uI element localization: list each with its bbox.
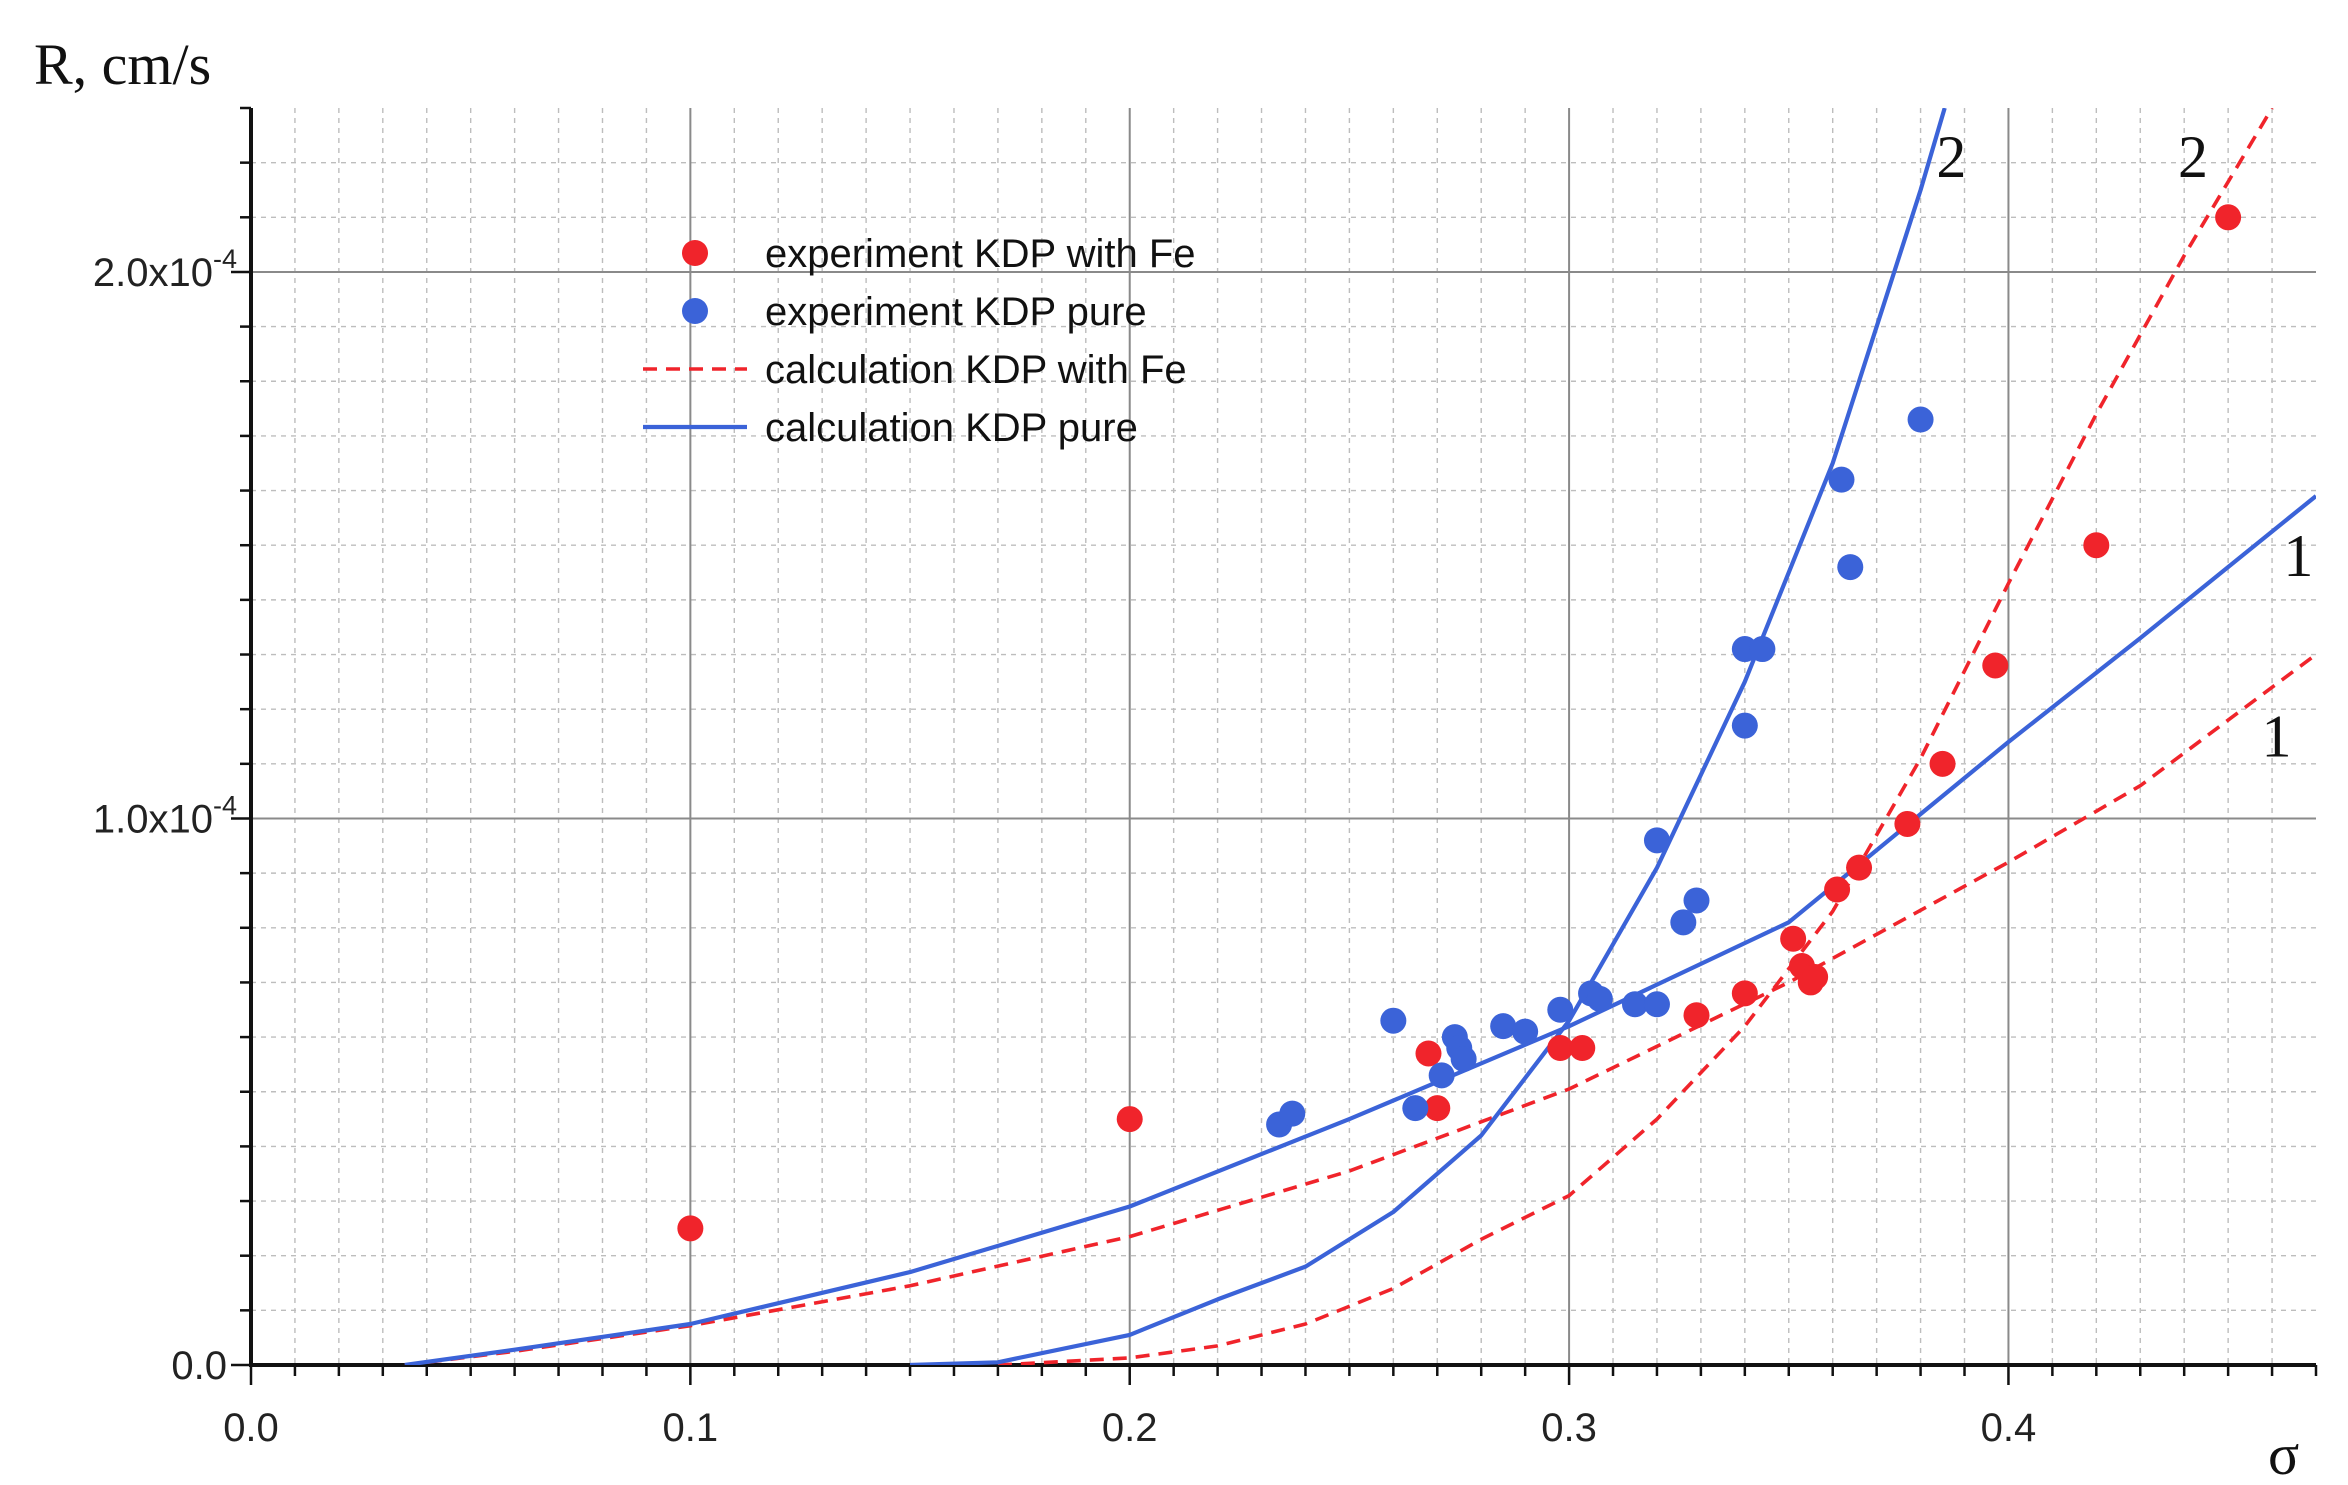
legend-swatch-marker (682, 298, 708, 324)
y-tick-label: 0.0 (171, 1344, 227, 1388)
data-point-pure (1837, 554, 1864, 581)
data-point-pure (1428, 1062, 1455, 1089)
data-point-fe (1683, 1002, 1710, 1029)
data-point-fe (1982, 652, 2009, 679)
data-point-fe (1929, 750, 1956, 777)
tick-labels: 0.0 0.1 0.2 0.3 0.4 0.0 1.0x10-4 2.0x10-4 (93, 244, 2036, 1450)
curve-label: 2 (2178, 124, 2208, 190)
legend-label: experiment KDP pure (765, 290, 1147, 334)
data-point-pure (1621, 991, 1648, 1018)
legend-swatch-marker (682, 240, 708, 266)
curve-labels: 1 2 1 2 (1936, 124, 2313, 769)
curve-label: 1 (2283, 523, 2313, 589)
x-tick-label: 0.4 (1981, 1406, 2037, 1450)
data-point-pure (1683, 887, 1710, 914)
x-tick-label: 0.0 (223, 1406, 279, 1450)
y-tick-label: 1.0x10-4 (93, 790, 237, 841)
data-point-fe (1569, 1035, 1596, 1062)
data-point-fe (1547, 1035, 1574, 1062)
x-axis-title: σ (2268, 1422, 2299, 1485)
markers (677, 204, 2242, 1242)
data-point-fe (2215, 204, 2242, 231)
data-point-pure (1670, 909, 1697, 936)
grid-minor (251, 108, 2316, 1365)
data-point-fe (1415, 1040, 1442, 1067)
data-point-pure (1490, 1013, 1517, 1040)
data-point-pure (1547, 996, 1574, 1023)
data-point-pure (1512, 1018, 1539, 1045)
legend-label: calculation KDP pure (765, 406, 1138, 450)
x-tick-label: 0.2 (1102, 1406, 1158, 1450)
curve-label: 1 (2261, 704, 2291, 770)
ticks (231, 106, 2318, 1385)
data-point-fe (677, 1215, 704, 1242)
curve-calc-pure-2 (909, 108, 1947, 1365)
data-point-fe (1731, 980, 1758, 1007)
y-axis-title: R, cm/s (34, 32, 211, 97)
data-point-fe (1802, 963, 1829, 990)
axes (249, 108, 2316, 1367)
legend-label: calculation KDP with Fe (765, 348, 1187, 392)
data-point-fe (1894, 810, 1921, 837)
curve-calc-fe-1 (404, 653, 2316, 1365)
y-tick-label-exponent: -4 (213, 244, 237, 274)
curve-calc-fe-2 (997, 108, 2274, 1365)
data-point-fe (1846, 854, 1873, 881)
curve-calc-pure-1 (404, 494, 2316, 1365)
data-point-pure (1643, 827, 1670, 854)
data-point-fe (2083, 532, 2110, 559)
data-point-fe (1116, 1106, 1143, 1133)
data-point-fe (1824, 876, 1851, 903)
y-tick-label: 2.0x10-4 (93, 244, 237, 295)
legend-label: experiment KDP with Fe (765, 232, 1196, 276)
data-point-pure (1380, 1007, 1407, 1034)
data-point-fe (1424, 1095, 1451, 1122)
data-point-pure (1731, 712, 1758, 739)
x-tick-label: 0.3 (1541, 1406, 1597, 1450)
data-point-pure (1450, 1045, 1477, 1072)
data-point-pure (1586, 985, 1613, 1012)
grid-major (251, 108, 2316, 1365)
data-point-pure (1907, 406, 1934, 433)
curves (404, 108, 2316, 1365)
x-tick-label: 0.1 (663, 1406, 719, 1450)
data-point-pure (1402, 1095, 1429, 1122)
curve-label: 2 (1936, 124, 1966, 190)
data-point-fe (1780, 925, 1807, 952)
data-point-pure (1749, 636, 1776, 663)
legend: experiment KDP with Fe experiment KDP pur… (643, 232, 1196, 450)
data-point-pure (1643, 991, 1670, 1018)
y-tick-label-exponent: -4 (213, 790, 237, 820)
data-point-pure (1828, 466, 1855, 493)
data-point-pure (1279, 1100, 1306, 1127)
